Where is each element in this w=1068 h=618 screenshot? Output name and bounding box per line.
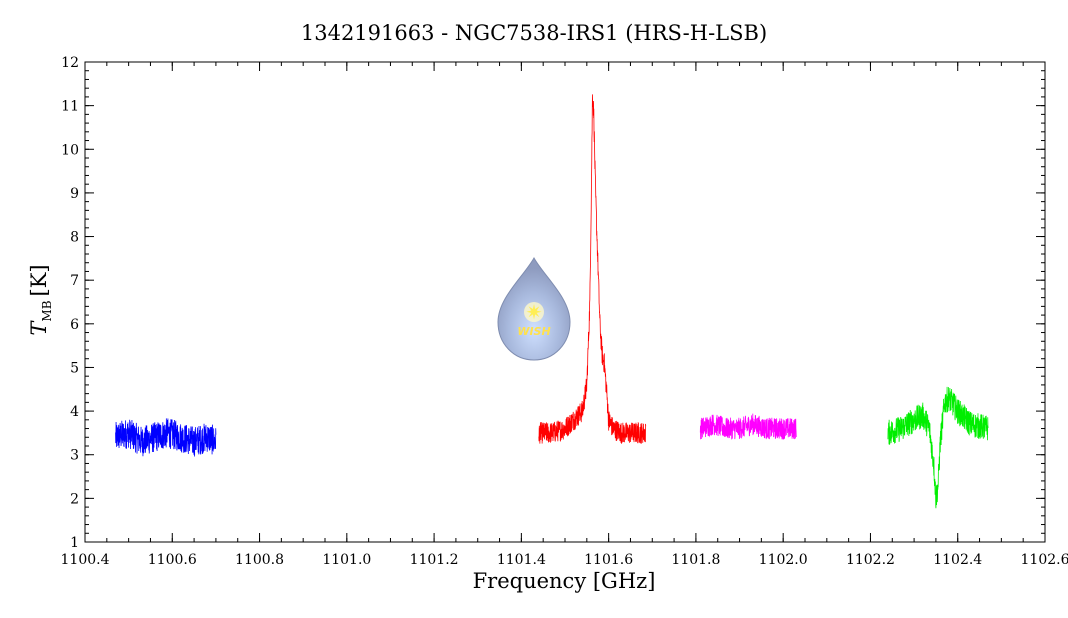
x-axis-label: Frequency [GHz] bbox=[473, 569, 656, 593]
glow-icon bbox=[524, 302, 544, 322]
y-tick-label: 8 bbox=[70, 230, 79, 246]
y-tick-label: 9 bbox=[70, 186, 79, 202]
y-tick-label: 12 bbox=[61, 55, 79, 71]
x-tick-label: 1101.2 bbox=[410, 552, 459, 568]
x-tick-label: 1101.8 bbox=[671, 552, 720, 568]
y-tick-label: 2 bbox=[70, 491, 79, 507]
plot-area bbox=[115, 94, 989, 509]
y-tick-label: 3 bbox=[70, 448, 79, 464]
x-tick-label: 1101.0 bbox=[322, 552, 371, 568]
y-axis-label: TMB [K] bbox=[27, 264, 54, 335]
y-tick-label: 7 bbox=[70, 273, 79, 289]
x-tick-label: 1102.0 bbox=[759, 552, 808, 568]
y-tick-label: 5 bbox=[70, 360, 79, 376]
x-tick-label: 1102.6 bbox=[1021, 552, 1068, 568]
wish-logo: ✷ WISH bbox=[497, 256, 571, 361]
y-tick-label: 11 bbox=[61, 99, 79, 115]
series-line-3 bbox=[887, 386, 989, 509]
x-axis: 1100.4 1100.6 1100.8 1101.0 1101.2 1101.4 1101… bbox=[61, 62, 1068, 568]
series-line-2 bbox=[699, 413, 797, 440]
y-tick-label: 10 bbox=[61, 142, 79, 158]
x-tick-label: 1102.2 bbox=[846, 552, 895, 568]
x-tick-label: 1100.8 bbox=[235, 552, 284, 568]
x-tick-label: 1101.4 bbox=[497, 552, 546, 568]
x-tick-label: 1100.4 bbox=[61, 552, 110, 568]
x-tick-label: 1100.6 bbox=[148, 552, 197, 568]
x-tick-label: 1102.4 bbox=[933, 552, 982, 568]
star-icon: ✷ bbox=[526, 300, 543, 324]
series-line-1 bbox=[538, 94, 647, 444]
logo-text: WISH bbox=[517, 325, 550, 338]
y-axis-label-unit: [K] bbox=[27, 264, 51, 296]
y-tick-label: 4 bbox=[70, 404, 79, 420]
y-axis-label-subscript: MB bbox=[40, 300, 54, 321]
x-tick-label: 1101.6 bbox=[584, 552, 633, 568]
y-tick-label: 1 bbox=[70, 535, 79, 551]
chart-title: 1342191663 - NGC7538-IRS1 (HRS-H-LSB) bbox=[301, 21, 767, 45]
series-line-0 bbox=[115, 418, 217, 457]
y-tick-label: 6 bbox=[70, 317, 79, 333]
y-axis-label-main: T bbox=[27, 320, 51, 336]
